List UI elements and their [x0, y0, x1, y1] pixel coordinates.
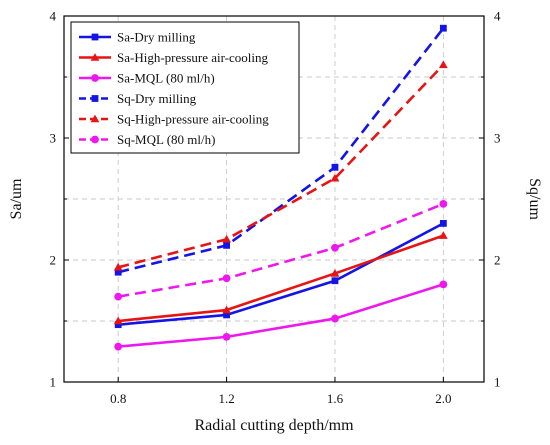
- y-tick-label-left: 4: [50, 9, 57, 24]
- data-point-square: [331, 163, 339, 171]
- x-tick-label: 0.8: [110, 391, 126, 406]
- x-axis-title: Radial cutting depth/mm: [194, 417, 354, 434]
- y-tick-label-right: 3: [494, 131, 501, 146]
- data-point-triangle: [90, 114, 100, 123]
- legend-label: Sq-High-pressure air-cooling: [117, 112, 269, 127]
- y-tick-label-right: 2: [494, 253, 501, 268]
- data-point-square: [91, 95, 99, 102]
- y-tick-label-left: 2: [50, 253, 57, 268]
- legend-item: Sa-Dry milling: [79, 30, 196, 45]
- legend-item: Sq-High-pressure air-cooling: [79, 112, 269, 127]
- legend-label: Sa-MQL (80 ml/h): [117, 71, 215, 86]
- series-line: [117, 202, 444, 298]
- data-point-triangle: [222, 305, 231, 314]
- data-point-circle: [114, 342, 123, 351]
- data-point-square: [114, 268, 122, 276]
- series-1: [114, 220, 447, 329]
- series-line: [117, 27, 445, 274]
- data-point-triangle: [438, 60, 448, 69]
- series-line: [117, 63, 445, 269]
- data-point-circle: [114, 292, 123, 301]
- axis-ticks: 0.8 1.2 1.6 2.0 1 1 2 2 3 3 4 4: [50, 9, 502, 407]
- data-point-square: [223, 311, 230, 319]
- x-tick-label: 1.6: [327, 391, 344, 406]
- series-2: [113, 231, 448, 325]
- y-tick-label-right: 1: [494, 375, 501, 390]
- series-line: [118, 222, 444, 326]
- legend-item: Sa-High-pressure air-cooling: [79, 50, 268, 65]
- data-point-triangle: [90, 53, 100, 61]
- legend: Sa-Dry milling Sa-High-pressure air-cooli…: [70, 21, 300, 154]
- y-tick-label-right: 4: [494, 9, 501, 24]
- series-group: [113, 24, 448, 351]
- data-point-square: [331, 277, 339, 285]
- data-point-circle: [439, 280, 448, 289]
- data-point-triangle: [438, 231, 448, 239]
- data-point-circle: [222, 332, 231, 341]
- data-point-circle: [439, 199, 448, 208]
- x-tick-label: 1.2: [218, 391, 234, 406]
- data-point-circle: [331, 314, 339, 323]
- data-point-circle: [91, 74, 99, 82]
- data-point-triangle: [330, 269, 340, 277]
- y-axis-title-right: Sq/um: [526, 178, 543, 220]
- data-point-circle: [331, 243, 339, 252]
- data-point-triangle: [330, 173, 340, 182]
- legend-label: Sa-Dry milling: [117, 30, 196, 45]
- series-3: [114, 280, 448, 351]
- data-point-square: [223, 241, 230, 249]
- data-point-square: [439, 24, 447, 32]
- series-6: [114, 199, 448, 301]
- data-point-square: [439, 220, 447, 227]
- data-point-circle: [222, 274, 231, 283]
- legend-item: Sq-Dry milling: [79, 91, 197, 106]
- legend-box: [70, 21, 300, 154]
- data-point-triangle: [113, 262, 123, 271]
- x-tick-label: 2.0: [435, 391, 451, 406]
- data-point-triangle: [113, 316, 123, 325]
- data-point-square: [114, 321, 122, 329]
- y-tick-label-left: 1: [50, 375, 57, 390]
- legend-label: Sq-Dry milling: [117, 91, 197, 106]
- legend-label: Sa-High-pressure air-cooling: [117, 50, 268, 65]
- y-axis-title-left: Sa/um: [8, 178, 25, 219]
- series-4: [114, 24, 447, 276]
- legend-label: Sq-MQL (80 ml/h): [117, 132, 215, 147]
- legend-item: Sq-MQL (80 ml/h): [79, 132, 215, 147]
- legend-item: Sa-MQL (80 ml/h): [79, 71, 215, 86]
- data-point-triangle: [222, 234, 231, 243]
- data-point-circle: [91, 135, 99, 144]
- y-tick-label-left: 3: [50, 131, 57, 146]
- series-5: [113, 60, 448, 271]
- series-line: [118, 283, 444, 348]
- series-line: [118, 234, 444, 323]
- data-point-square: [91, 33, 99, 41]
